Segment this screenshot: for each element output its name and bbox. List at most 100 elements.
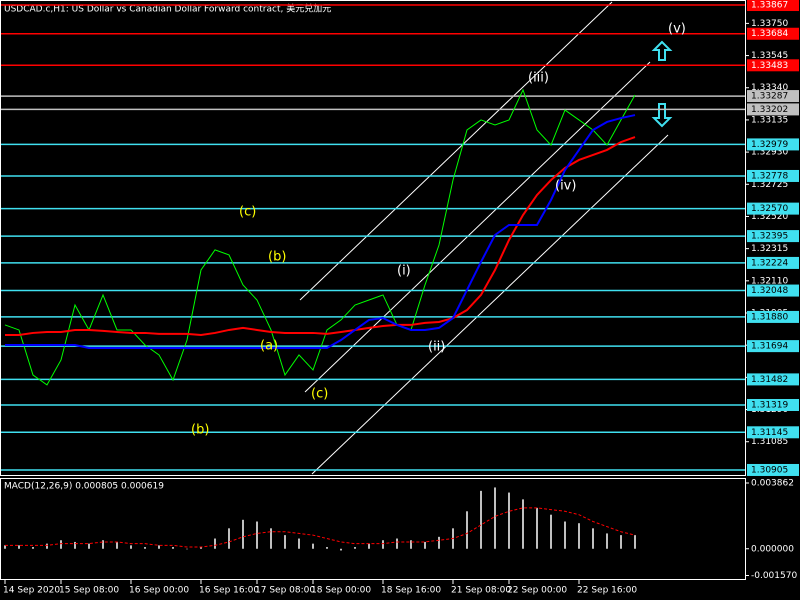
level-label-box: [747, 426, 799, 439]
level-label-box: [747, 230, 799, 243]
level-label-box: [747, 284, 799, 297]
level-label-box: [747, 373, 799, 386]
level-label: 1.32570: [751, 204, 788, 214]
level-label: 1.33867: [751, 1, 788, 11]
macd-bar: [158, 545, 160, 549]
y-tick-label: 1.33135: [751, 115, 788, 125]
macd-bar: [480, 490, 482, 549]
level-label: 1.32224: [751, 258, 788, 268]
macd-bar: [634, 535, 636, 549]
level-label: 1.33202: [751, 105, 788, 115]
x-tick-label: 14 Sep 2020: [3, 586, 60, 596]
level-label: 1.32778: [751, 171, 788, 181]
y-tick-label: 0.003862: [751, 478, 794, 488]
macd-bar: [396, 538, 398, 549]
macd-bar: [522, 499, 524, 549]
macd-bar: [60, 540, 62, 549]
wave-label: (v): [668, 22, 686, 37]
wave-label: (c): [311, 387, 328, 402]
macd-bar: [592, 528, 594, 549]
macd-title: MACD(12,26,9) 0.000805 0.000619: [4, 482, 164, 492]
macd-bar: [424, 541, 426, 549]
macd-bar: [606, 533, 608, 549]
x-tick-label: 16 Sep 16:00: [199, 586, 259, 596]
macd-bar: [88, 543, 90, 549]
level-label: 1.31319: [751, 400, 788, 410]
macd-bar: [354, 547, 356, 549]
level-label-box: [747, 256, 799, 269]
macd-bar: [438, 536, 440, 549]
macd-bar: [550, 514, 552, 549]
macd-bar: [130, 545, 132, 549]
macd-bar: [410, 540, 412, 549]
macd-bar: [466, 511, 468, 549]
level-label-box: [747, 463, 799, 476]
macd-bar: [494, 487, 496, 549]
y-tick-label: 1.33545: [751, 51, 788, 61]
macd-bar: [578, 523, 580, 549]
y-tick-label: 1.33750: [751, 19, 788, 29]
macd-bar: [18, 545, 20, 549]
level-label-box: [747, 138, 799, 151]
y-tick-label: -0.001570: [751, 571, 797, 581]
macd-bar: [144, 547, 146, 549]
wave-label: (b): [268, 250, 286, 265]
macd-bar: [200, 547, 202, 549]
wave-label: (ii): [428, 340, 445, 355]
y-tick-label: 1.33340: [751, 83, 788, 93]
y-tick-label: 1.32930: [751, 148, 788, 158]
level-label-box: [747, 0, 799, 12]
level-label: 1.31145: [751, 428, 788, 438]
macd-bar: [340, 548, 342, 551]
macd-bar: [74, 541, 76, 549]
wave-label: (c): [239, 205, 256, 220]
channel: [299, 1, 669, 475]
y-tick-label: 1.32110: [751, 276, 788, 286]
y-tick-label: 0.000000: [751, 544, 794, 554]
level-label: 1.31694: [751, 342, 788, 352]
x-tick-label: 18 Sep 00:00: [311, 586, 371, 596]
level-label-box: [747, 398, 799, 411]
y-tick-label: 1.32725: [751, 180, 788, 190]
macd-bar: [620, 535, 622, 549]
x-tick-label: 17 Sep 08:00: [255, 586, 315, 596]
macd-bar: [172, 547, 174, 549]
level-label-box: [747, 59, 799, 72]
channel-line: [304, 61, 651, 393]
x-tick-label: 16 Sep 00:00: [129, 586, 189, 596]
macd-bar: [102, 540, 104, 549]
macd-bar: [4, 545, 6, 549]
price-line: [4, 88, 636, 386]
level-label: 1.33684: [751, 29, 788, 39]
level-label: 1.31482: [751, 375, 788, 385]
macd-bar: [284, 535, 286, 549]
channel-line: [311, 134, 669, 475]
macd-bar: [214, 538, 216, 549]
level-label: 1.32048: [751, 286, 788, 296]
level-label: 1.32979: [751, 140, 788, 150]
arrows: [651, 40, 673, 128]
macd-bar: [508, 492, 510, 549]
macd-bar: [382, 540, 384, 549]
macd-bar: [536, 507, 538, 549]
level-label-box: [747, 90, 799, 103]
x-tick-label: 21 Sep 08:00: [451, 586, 511, 596]
x-tick-label: 18 Sep 16:00: [381, 586, 441, 596]
up-arrow: [651, 40, 673, 61]
level-label-box: [747, 169, 799, 182]
price-line: [5, 136, 636, 336]
level-label: 1.32395: [751, 232, 788, 242]
macd-bar: [242, 519, 244, 549]
macd-bar: [186, 548, 188, 550]
wave-label: (i): [397, 264, 411, 279]
level-label-box: [747, 340, 799, 353]
wave-label: (b): [191, 423, 209, 438]
level-label-box: [747, 310, 799, 323]
x-tick-label: 22 Sep 00:00: [507, 586, 567, 596]
y-tick-label: 1.31085: [751, 437, 788, 447]
level-label: 1.33287: [751, 92, 788, 102]
frame: [0, 0, 746, 580]
macd-bar: [270, 528, 272, 549]
level-label: 1.31880: [751, 312, 788, 322]
